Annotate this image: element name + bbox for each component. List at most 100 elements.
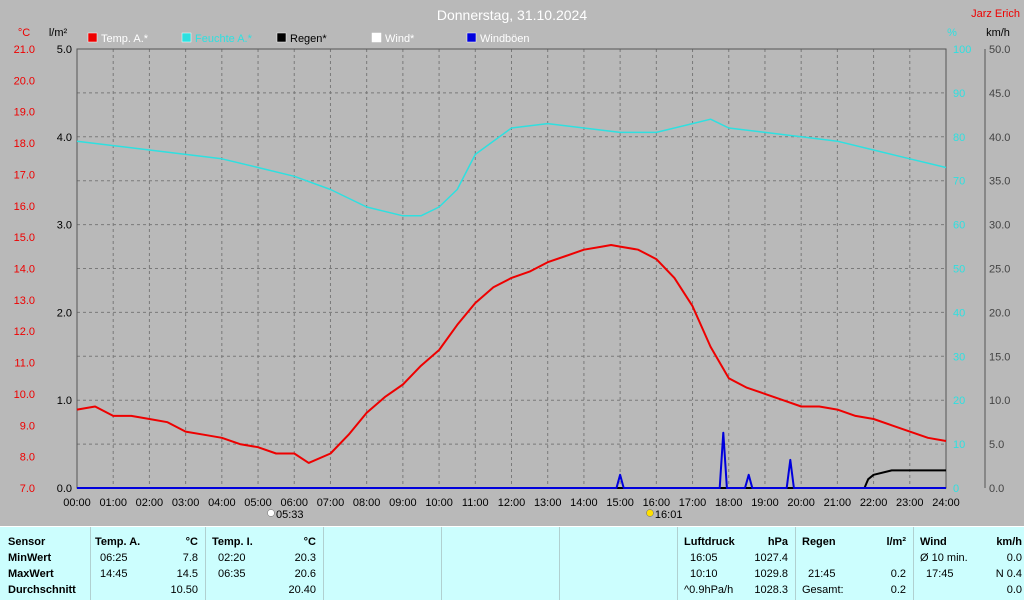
temp-i-header: Temp. I. (212, 536, 253, 548)
wind-last-value: 0.0 (1006, 584, 1022, 596)
weather-chart: °C l/m²% km/h 21.0 20.0 19.0 18.0 17.0 16.0 15.0 1… (0, 0, 1024, 526)
sunset-label: 16:01 (655, 509, 683, 521)
chart-title: Donnerstag, 31.10.2024 (437, 7, 587, 23)
temp-a-header: Temp. A. (95, 536, 141, 548)
x-tick-label: 19:00 (751, 497, 779, 509)
legend-label: Windböen (480, 33, 530, 45)
sensor-header: Sensor (8, 536, 46, 548)
temp-tick-label: 18.0 (14, 138, 35, 150)
legend-swatch (276, 32, 287, 43)
temp-a-average: 10.50 (170, 584, 198, 596)
pressure-min-value: 1027.4 (754, 552, 788, 564)
pressure-trend-value: 1028.3 (754, 584, 788, 596)
legend-swatch (371, 32, 382, 43)
temp-tick-label: 7.0 (20, 483, 35, 495)
temp-tick-label: 21.0 (14, 44, 35, 56)
x-tick-label: 01:00 (99, 497, 127, 509)
rain-tick-label: 4.0 (57, 132, 72, 144)
x-tick-label: 05:00 (244, 497, 272, 509)
temp-i-average: 20.40 (288, 584, 316, 596)
rain-tick-label: 3.0 (57, 220, 72, 232)
series-feuchte-a (76, 118, 947, 217)
x-tick-label: 24:00 (932, 497, 960, 509)
temp-a-unit: °C (185, 536, 198, 548)
wind-header: Wind (920, 536, 947, 548)
durchschnitt-label: Durchschnitt (8, 584, 76, 596)
temp-i-unit: °C (303, 536, 316, 548)
series-temp-a (76, 244, 947, 464)
wind-tick-label: 40.0 (989, 132, 1010, 144)
humidity-tick-label: 0 (953, 483, 959, 495)
wind-tick-label: 5.0 (989, 439, 1004, 451)
x-tick-label: 14:00 (570, 497, 598, 509)
x-tick-label: 23:00 (896, 497, 924, 509)
x-tick-label: 16:00 (643, 497, 671, 509)
rain-unit: l/m² (886, 536, 906, 548)
x-tick-label: 04:00 (208, 497, 236, 509)
wind-tick-label: 30.0 (989, 220, 1010, 232)
temp-i-max-value: 20.6 (294, 568, 316, 580)
wind-tick-label: 15.0 (989, 351, 1010, 363)
temp-tick-label: 17.0 (14, 169, 35, 181)
humidity-tick-label: 100 (953, 44, 971, 56)
legend-swatch (181, 32, 192, 43)
temp-a-min-time: 06:25 (100, 552, 128, 564)
wind-max-value: N 0.4 (995, 568, 1022, 580)
wind-avg-label: Ø 10 min. (920, 552, 968, 564)
maxwert-label: MaxWert (8, 568, 54, 580)
humidity-tick-label: 90 (953, 88, 965, 100)
temp-axis-unit: °C (18, 27, 30, 39)
temp-tick-label: 10.0 (14, 389, 35, 401)
temp-tick-label: 15.0 (14, 232, 35, 244)
wind-tick-label: 35.0 (989, 176, 1010, 188)
temp-tick-label: 13.0 (14, 295, 35, 307)
axes: °C l/m²% km/h 21.0 20.0 19.0 18.0 17.0 16.0 15.0 1… (14, 27, 1011, 521)
legend-swatch (87, 32, 98, 43)
humidity-tick-label: 40 (953, 307, 965, 319)
wind-axis-unit: km/h (986, 27, 1010, 39)
temp-tick-label: 20.0 (14, 75, 35, 87)
x-tick-label: 20:00 (787, 497, 815, 509)
series-windb-en (77, 431, 946, 489)
temp-i-min-value: 20.3 (294, 552, 316, 564)
humidity-tick-label: 30 (953, 351, 965, 363)
temp-i-max-time: 06:35 (218, 568, 246, 580)
humidity-axis-unit: % (947, 27, 957, 39)
pressure-trend-label: ^0.9hPa/h (684, 584, 734, 596)
rain-tick-label: 5.0 (57, 44, 72, 56)
rain-tick-label: 0.0 (57, 483, 72, 495)
series-regen (77, 469, 946, 489)
rain-header: Regen (802, 536, 836, 548)
x-tick-label: 21:00 (824, 497, 852, 509)
humidity-tick-label: 10 (953, 439, 965, 451)
humidity-tick-label: 20 (953, 395, 965, 407)
wind-max-time: 17:45 (926, 568, 954, 580)
statistics-table: Sensor MinWert MaxWert Durchschnitt Temp… (0, 527, 1024, 600)
x-tick-label: 17:00 (679, 497, 707, 509)
x-tick-label: 13:00 (534, 497, 562, 509)
temp-tick-label: 14.0 (14, 264, 35, 276)
x-tick-label: 18:00 (715, 497, 743, 509)
x-tick-label: 08:00 (353, 497, 381, 509)
legend-swatch (466, 32, 477, 43)
wind-avg-value: 0.0 (1006, 552, 1022, 564)
legend-label: Feuchte A.* (195, 33, 253, 45)
humidity-tick-label: 70 (953, 176, 965, 188)
humidity-tick-label: 60 (953, 220, 965, 232)
rain-tick-label: 1.0 (57, 395, 72, 407)
x-tick-label: 11:00 (462, 497, 489, 509)
rain-axis-unit: l/m² (49, 27, 68, 39)
x-tick-label: 06:00 (280, 497, 308, 509)
wind-tick-label: 45.0 (989, 88, 1010, 100)
minwert-label: MinWert (8, 552, 52, 564)
pressure-header: Luftdruck (684, 536, 735, 548)
legend-label: Wind* (385, 33, 415, 45)
series-layer (76, 118, 947, 489)
temp-tick-label: 19.0 (14, 107, 35, 119)
x-tick-label: 10:00 (425, 497, 453, 509)
temp-a-max-value: 14.5 (176, 568, 198, 580)
pressure-min-time: 16:05 (690, 552, 718, 564)
x-tick-label: 15:00 (606, 497, 634, 509)
sunrise-icon (267, 509, 275, 517)
rain-max-time: 21:45 (808, 568, 836, 580)
